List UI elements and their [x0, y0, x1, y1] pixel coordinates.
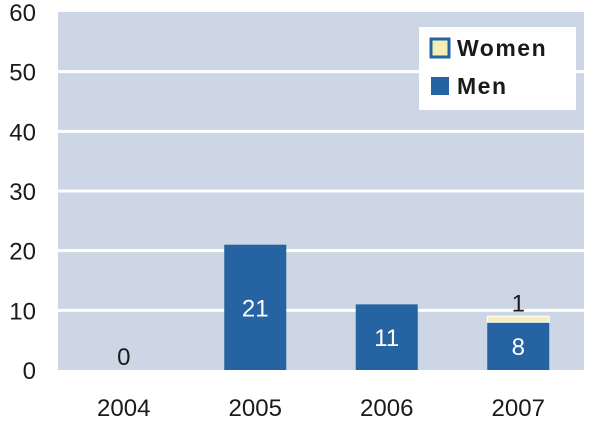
y-tick-label: 10 — [9, 298, 36, 325]
y-tick-label: 20 — [9, 239, 36, 266]
legend-swatch-women — [429, 37, 451, 59]
y-tick-label: 50 — [9, 60, 36, 87]
x-tick-label: 2006 — [360, 395, 413, 422]
y-axis-ticks: 0 10 20 30 40 50 60 — [9, 0, 36, 385]
data-labels: 0 21 11 8 1 — [117, 290, 525, 371]
y-tick-label: 60 — [9, 0, 36, 27]
y-tick-label: 30 — [9, 179, 36, 206]
data-label: 1 — [512, 290, 525, 317]
legend: Women Men — [419, 27, 576, 110]
data-label: 8 — [512, 334, 525, 361]
data-label: 0 — [117, 344, 130, 371]
bar-women-2007 — [486, 315, 550, 323]
x-tick-label: 2007 — [492, 395, 545, 422]
y-tick-label: 40 — [9, 119, 36, 146]
legend-label-men: Men — [457, 73, 508, 99]
bar-men-2005 — [224, 244, 287, 370]
legend-swatch-men — [431, 77, 449, 95]
x-tick-label: 2005 — [229, 395, 282, 422]
y-tick-label: 0 — [23, 358, 36, 385]
data-label: 11 — [374, 325, 399, 352]
bars — [224, 244, 550, 370]
gridlines — [58, 70, 584, 312]
x-tick-label: 2004 — [97, 395, 150, 422]
bar-men-2007 — [487, 322, 550, 370]
x-axis-ticks: 2004 2005 2006 2007 — [97, 395, 545, 422]
data-label: 21 — [242, 295, 269, 322]
bar-men-2006 — [355, 304, 418, 370]
legend-label-women: Women — [457, 35, 547, 61]
